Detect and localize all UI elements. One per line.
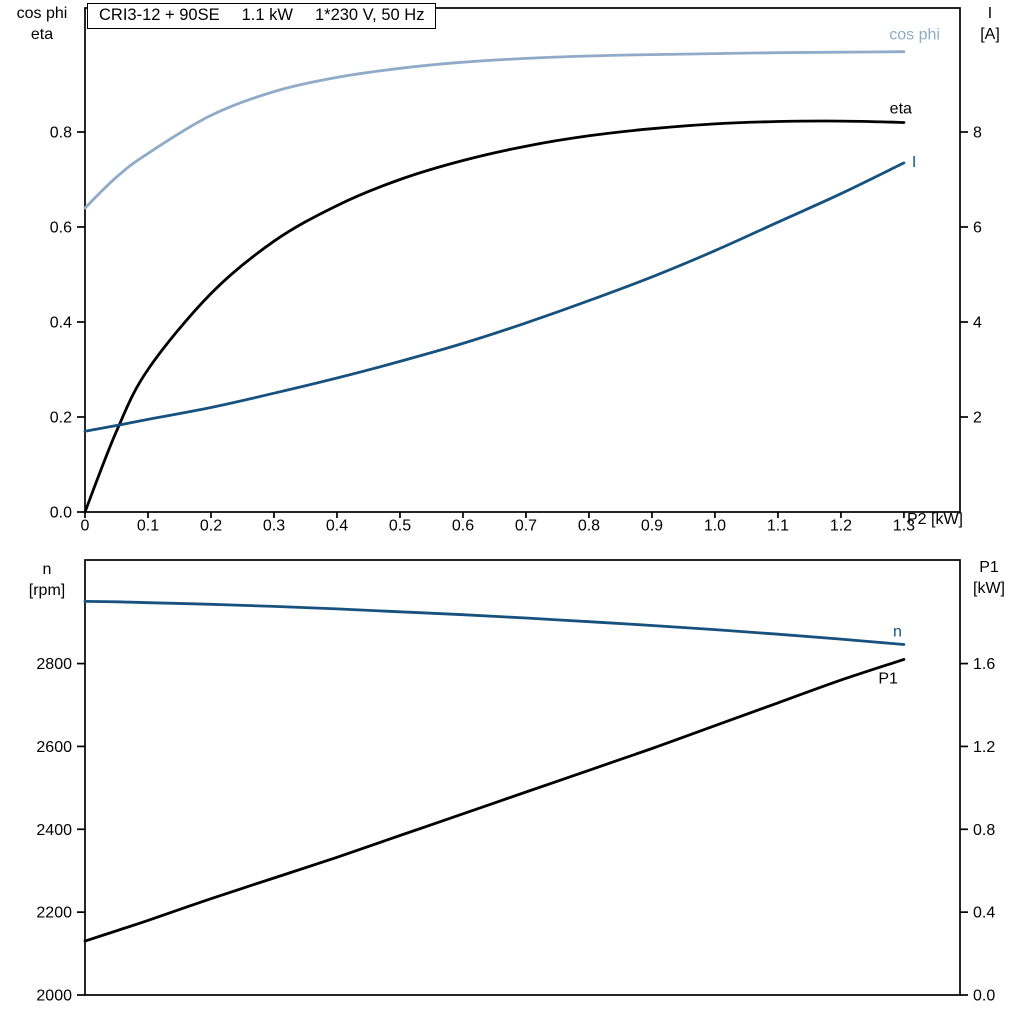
top-right-tick-label: 8	[973, 124, 982, 141]
bottom-right-tick-label: 0.0	[973, 988, 995, 1005]
top-left-tick-label: 0.0	[50, 505, 72, 522]
bottom-left-tick-label: 2000	[36, 988, 72, 1005]
top-right-tick-label: 4	[973, 314, 982, 331]
top-right-tick-label: 2	[973, 409, 982, 426]
curve-n	[83, 600, 906, 646]
bottom-right-tick-label: 0.8	[973, 822, 995, 839]
current-axis-label: I	[987, 5, 993, 22]
top-left-tick-label: 0.4	[50, 314, 72, 331]
bottom-left-tick-label: 2400	[36, 822, 72, 839]
top-x-tick-label: 0	[81, 518, 90, 535]
top-left-tick-label: 0.2	[50, 409, 72, 426]
bottom-left-tick-label: 2200	[36, 905, 72, 922]
cos-phi-axis-label: cos phi	[16, 5, 68, 22]
bottom-left-tick-label: 2600	[36, 739, 72, 756]
curve-label-P1: P1	[878, 670, 898, 687]
pump-model-label: CRI3-12 + 90SE	[99, 6, 220, 24]
top-x-tick-label: 0.7	[515, 518, 537, 535]
bottom-plot-frame	[84, 559, 961, 996]
curve-label-eta: eta	[890, 100, 912, 117]
supply-label: 1*230 V, 50 Hz	[314, 6, 425, 24]
bottom-left-axis-title: n [rpm]	[8, 559, 86, 601]
bottom-right-tick-label: 0.4	[973, 905, 995, 922]
curve-eta	[83, 119, 906, 514]
top-x-tick-label: 0.8	[578, 518, 600, 535]
motor-power-label: 1.1 kW	[241, 6, 293, 24]
top-x-tick-label: 1.1	[767, 518, 789, 535]
bottom-right-tick-label: 1.2	[973, 739, 995, 756]
current-unit-label: [A]	[980, 26, 1000, 43]
top-x-tick-label: 0.9	[641, 518, 663, 535]
power-axis-label: P1	[979, 559, 999, 576]
top-x-tick-label: 0.6	[452, 518, 474, 535]
chart-title-box: CRI3-12 + 90SE 1.1 kW 1*230 V, 50 Hz	[87, 3, 437, 29]
top-x-tick-label: 0.5	[389, 518, 411, 535]
bottom-right-tick-label: 1.6	[973, 656, 995, 673]
top-left-tick-label: 0.8	[50, 124, 72, 141]
speed-unit-label: [rpm]	[28, 582, 66, 599]
curve-P1	[83, 658, 906, 943]
power-unit-label: [kW]	[973, 580, 1005, 597]
top-x-tick-label: 1.0	[704, 518, 726, 535]
curve-label-cos-phi: cos phi	[889, 27, 940, 44]
top-left-tick-label: 0.6	[50, 219, 72, 236]
bottom-right-axis-title: P1 [kW]	[960, 557, 1018, 599]
top-x-tick-label: 0.4	[326, 518, 348, 535]
top-plot-frame	[84, 7, 961, 513]
top-x-tick-label: 1.3	[893, 518, 915, 535]
eta-axis-label: eta	[30, 26, 54, 43]
curve-label-n: n	[893, 624, 902, 641]
top-x-tick-label: 0.3	[263, 518, 285, 535]
curve-I	[83, 161, 906, 433]
curve-label-I: I	[912, 154, 916, 171]
speed-axis-label: n	[42, 561, 52, 578]
curve-cos-phi	[83, 50, 906, 210]
top-right-axis-title: I [A]	[962, 3, 1018, 45]
x-axis-title: P2 [kW]	[906, 511, 963, 528]
bottom-left-tick-label: 2800	[36, 656, 72, 673]
top-x-tick-label: 0.1	[137, 518, 159, 535]
top-right-tick-label: 6	[973, 219, 982, 236]
top-x-tick-label: 1.2	[830, 518, 852, 535]
top-left-axis-title: cos phi eta	[4, 3, 80, 45]
top-x-tick-label: 0.2	[200, 518, 222, 535]
